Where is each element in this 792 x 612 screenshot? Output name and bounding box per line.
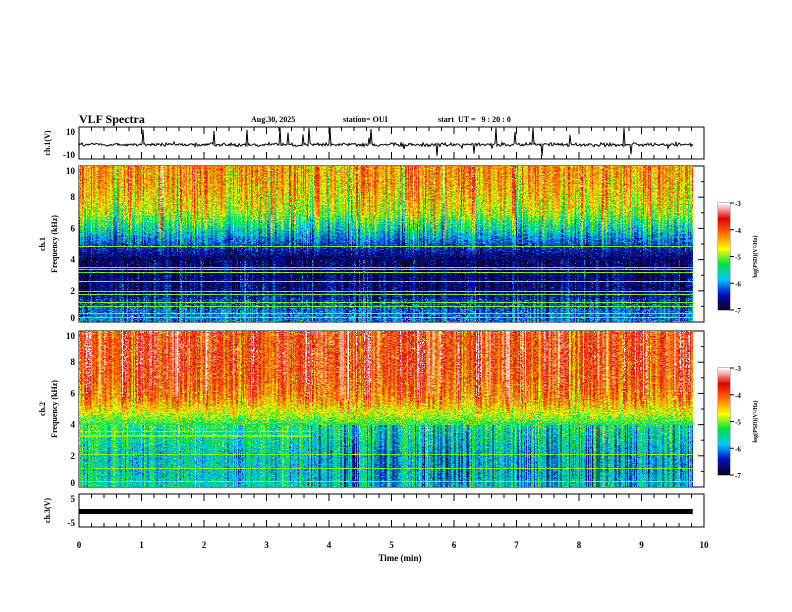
x-tick-label: 9 — [639, 540, 644, 550]
y-tick-label: 6 — [71, 388, 76, 398]
y-axis-label: Frequency (kHz) — [50, 380, 59, 438]
y-tick-label: -10 — [63, 150, 75, 160]
y-tick-label: 2 — [71, 451, 76, 461]
x-tick-label: 8 — [577, 540, 582, 550]
y-axis-label: ch.2 — [38, 402, 47, 416]
colorbar-tick-label: -6 — [735, 445, 741, 453]
colorbar-tick-label: -3 — [735, 200, 741, 208]
colorbar-tick-label: -4 — [735, 392, 741, 400]
y-tick-label: 10 — [66, 166, 76, 176]
x-tick-label: 1 — [139, 540, 144, 550]
colorbar-label: log(PSD)(V²/Hz) — [752, 400, 759, 442]
y-tick-label: 6 — [71, 223, 76, 233]
y-axis-label: ch.1 — [38, 237, 47, 251]
y-axis-label: Frequency (kHz) — [50, 215, 59, 273]
colorbar-tick-label: -6 — [735, 280, 741, 288]
y-tick-label: 8 — [71, 192, 76, 202]
colorbar-tick-label: -7 — [735, 307, 741, 315]
colorbar-tick-label: -7 — [735, 472, 741, 480]
start-time-label: start UT = 9 : 20 : 0 — [438, 115, 511, 124]
colorbar-tick-label: -3 — [735, 365, 741, 373]
y-tick-label: -5 — [68, 518, 76, 528]
colorbar-tick-label: -5 — [735, 419, 741, 427]
ch1-spectrogram — [79, 166, 693, 322]
y-axis-label: ch.1(V) — [43, 130, 52, 155]
x-tick-label: 2 — [202, 540, 207, 550]
y-tick-label: 8 — [71, 357, 76, 367]
ch1-colorbar — [718, 203, 730, 310]
x-tick-label: 10 — [700, 540, 710, 550]
y-tick-label: 4 — [71, 255, 76, 265]
y-tick-label: 5 — [71, 494, 76, 504]
x-tick-label: 6 — [452, 540, 457, 550]
x-tick-label: 5 — [389, 540, 394, 550]
colorbar-tick-label: -4 — [735, 227, 741, 235]
y-tick-label: 10 — [66, 127, 76, 137]
y-axis-label: ch.3(V) — [43, 498, 52, 523]
station-label: station= OUI — [343, 115, 388, 124]
ch1-waveform-trace — [78, 127, 694, 156]
ch2-spectrogram — [79, 331, 693, 487]
y-tick-label: 10 — [66, 331, 76, 341]
x-tick-label: 7 — [514, 540, 519, 550]
x-tick-label: 4 — [327, 540, 332, 550]
y-tick-label: 0 — [71, 478, 76, 488]
x-axis-label: Time (min) — [378, 553, 421, 563]
ch2-colorbar — [718, 368, 730, 475]
chart-title: VLF Spectra — [79, 112, 145, 126]
y-tick-label: 2 — [71, 286, 76, 296]
y-tick-label: 0 — [71, 313, 76, 323]
x-tick-label: 0 — [77, 540, 82, 550]
colorbar-tick-label: -5 — [735, 254, 741, 262]
colorbar-label: log(PSD)(V²/Hz) — [752, 235, 759, 277]
date-label: Aug.30, 2025 — [251, 115, 295, 124]
y-tick-label: 4 — [71, 420, 76, 430]
x-tick-label: 3 — [264, 540, 269, 550]
